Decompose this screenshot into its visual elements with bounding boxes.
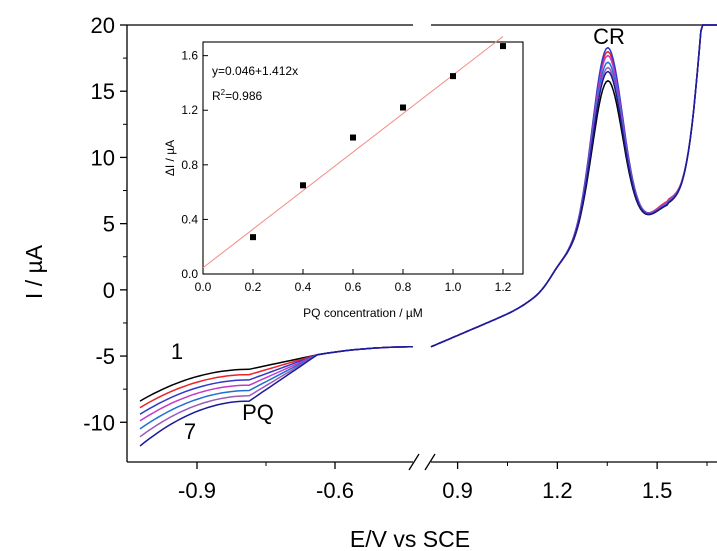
inset-data-point [300, 182, 306, 189]
main-x-tick-label: 1.2 [542, 478, 573, 503]
inset-data-point [250, 234, 256, 241]
cr-peak-label: CR [593, 24, 625, 49]
inset-data-point [350, 134, 356, 141]
curve-high-segment-6 [430, 24, 717, 348]
main-y-tick-label: 0 [103, 278, 115, 303]
main-y-tick-label: 20 [91, 13, 115, 38]
main-x-axis-title: E/V vs SCE [350, 526, 470, 551]
inset-data [202, 36, 506, 269]
curve-high-segment-4 [430, 24, 717, 348]
inset-x-tick-label: 0.4 [295, 280, 312, 294]
main-y-tick-label: -5 [95, 344, 115, 369]
main-y-tick-label: 15 [91, 79, 115, 104]
main-y-axis-title: I / µA [21, 244, 47, 299]
inset-data-point [400, 104, 406, 111]
pq-peak-label: PQ [242, 400, 274, 425]
inset-x-tick-label: 0.6 [345, 280, 362, 294]
axis-break-mark [408, 453, 436, 471]
main-y-tick-label: 5 [103, 212, 115, 237]
fit-equation: y=0.046+1.412x [212, 64, 298, 78]
inset-x-tick-label: 1.0 [445, 280, 462, 294]
inset-x-axis-title: PQ concentration / µM [303, 306, 423, 320]
inset-x-ticks: 0.0 0.2 0.4 0.6 0.8 1.0 1.2 [195, 269, 512, 294]
inset-y-tick-label: 0.0 [181, 267, 198, 281]
inset-x-tick-label: 0.0 [195, 280, 212, 294]
main-y-tick-label: 10 [91, 145, 115, 170]
main-x-ticks: -0.9 -0.6 0.9 1.2 1.5 [178, 462, 708, 503]
inset-data-point [450, 73, 456, 80]
inset-y-axis-title: ΔI / µA [163, 140, 177, 176]
curve-low-segment-7 [139, 346, 413, 447]
inset-y-tick-label: 1.6 [181, 49, 198, 63]
main-plot: -10 -5 0 5 10 15 20 -0.9 -0.6 0.9 1.2 1.5 E/V vs S… [21, 13, 717, 551]
main-x-tick-label: 1.5 [642, 478, 673, 503]
inset-frame [202, 41, 524, 275]
main-y-tick-label: -10 [83, 410, 115, 435]
inset-x-tick-label: 1.2 [495, 280, 512, 294]
main-x-tick-label: 0.9 [442, 478, 473, 503]
curve-high-segment-7 [430, 24, 717, 348]
main-x-tick-label: -0.9 [178, 478, 216, 503]
inset-y-tick-label: 0.4 [181, 212, 198, 226]
inset-x-tick-label: 0.8 [395, 280, 412, 294]
inset-y-ticks: 0.0 0.4 0.8 1.2 1.6 [181, 49, 208, 281]
main-x-tick-label: -0.6 [316, 478, 354, 503]
main-curves [139, 24, 717, 447]
curve-high-segment-2 [430, 24, 717, 348]
inset-y-tick-label: 1.2 [181, 103, 198, 117]
inset-plot: 0.0 0.4 0.8 1.2 1.6 0.0 0.2 0.4 0.6 0.8 1.0 1.2 PQ… [163, 36, 524, 320]
curve-high-segment-1 [430, 24, 717, 348]
fit-r-squared: R2=0.986 [212, 88, 262, 103]
inset-y-tick-label: 0.8 [181, 158, 198, 172]
curve-7-label: 7 [184, 419, 196, 444]
curve-1-label: 1 [171, 339, 183, 364]
inset-data-point [500, 43, 506, 50]
main-y-ticks: -10 -5 0 5 10 15 20 [83, 13, 127, 435]
curve-high-segment-5 [430, 24, 717, 348]
inset-x-tick-label: 0.2 [245, 280, 262, 294]
curve-high-segment-3 [430, 24, 717, 348]
